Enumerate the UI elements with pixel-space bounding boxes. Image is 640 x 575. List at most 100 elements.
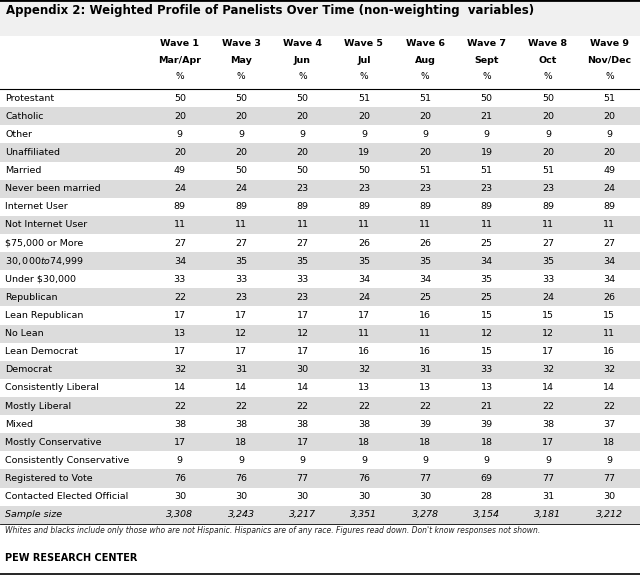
Text: 20: 20: [358, 112, 370, 121]
Text: 24: 24: [235, 184, 247, 193]
Text: 9: 9: [484, 456, 490, 465]
Text: 51: 51: [358, 94, 370, 103]
Text: 50: 50: [296, 166, 308, 175]
Bar: [0, 488, 640, 506]
Text: 51: 51: [481, 166, 493, 175]
Bar: [0, 0, 640, 36]
Text: 19: 19: [358, 148, 370, 157]
Text: 11: 11: [604, 220, 615, 229]
Text: 20: 20: [542, 148, 554, 157]
Text: 34: 34: [173, 256, 186, 266]
Text: 77: 77: [604, 474, 615, 483]
Text: Lean Republican: Lean Republican: [5, 311, 83, 320]
Text: Wave 8: Wave 8: [529, 39, 568, 48]
Text: 31: 31: [419, 365, 431, 374]
Text: 89: 89: [235, 202, 247, 212]
Text: 89: 89: [604, 202, 615, 212]
Text: 89: 89: [174, 202, 186, 212]
Text: %: %: [483, 72, 491, 81]
Text: 30: 30: [358, 492, 370, 501]
Text: 38: 38: [358, 420, 370, 429]
Text: 11: 11: [174, 220, 186, 229]
Text: 50: 50: [235, 166, 247, 175]
Text: 19: 19: [481, 148, 493, 157]
Text: 13: 13: [419, 384, 431, 393]
Text: 17: 17: [542, 347, 554, 356]
Bar: [0, 324, 640, 343]
Text: 49: 49: [604, 166, 615, 175]
Text: 9: 9: [177, 130, 183, 139]
Text: 20: 20: [604, 112, 615, 121]
Text: Sept: Sept: [474, 56, 499, 65]
Text: 16: 16: [419, 347, 431, 356]
Text: Contacted Elected Official: Contacted Elected Official: [5, 492, 129, 501]
Text: 35: 35: [358, 256, 370, 266]
Text: 22: 22: [604, 401, 615, 411]
Text: 22: 22: [419, 401, 431, 411]
Text: 38: 38: [235, 420, 247, 429]
Text: Mar/Apr: Mar/Apr: [158, 56, 202, 65]
Text: 9: 9: [484, 130, 490, 139]
Text: No Lean: No Lean: [5, 329, 44, 338]
Text: 9: 9: [361, 456, 367, 465]
Bar: [0, 107, 640, 125]
Text: 16: 16: [358, 347, 370, 356]
Text: 30: 30: [296, 365, 308, 374]
Text: Sample size: Sample size: [5, 510, 62, 519]
Text: 89: 89: [542, 202, 554, 212]
Text: 11: 11: [481, 220, 493, 229]
Text: 9: 9: [238, 456, 244, 465]
Text: 35: 35: [296, 256, 308, 266]
Text: 14: 14: [235, 384, 247, 393]
Text: 76: 76: [174, 474, 186, 483]
Text: $75,000 or More: $75,000 or More: [5, 239, 83, 248]
Text: 25: 25: [419, 293, 431, 302]
Bar: [0, 198, 640, 216]
Text: 17: 17: [235, 311, 247, 320]
Text: 32: 32: [542, 365, 554, 374]
Text: 22: 22: [542, 401, 554, 411]
Text: 9: 9: [606, 456, 612, 465]
Text: 39: 39: [419, 420, 431, 429]
Text: 13: 13: [358, 384, 370, 393]
Bar: [0, 216, 640, 234]
Text: 34: 34: [604, 256, 616, 266]
Text: 12: 12: [481, 329, 493, 338]
Text: 50: 50: [235, 94, 247, 103]
Text: 89: 89: [296, 202, 308, 212]
Text: Wave 5: Wave 5: [344, 39, 383, 48]
Text: 18: 18: [604, 438, 615, 447]
Text: 17: 17: [174, 438, 186, 447]
Text: 9: 9: [238, 130, 244, 139]
Text: 30: 30: [235, 492, 247, 501]
Text: 26: 26: [358, 239, 370, 248]
Text: Appendix 2: Weighted Profile of Panelists Over Time (non-weighting  variables): Appendix 2: Weighted Profile of Panelist…: [6, 3, 534, 17]
Bar: [0, 306, 640, 324]
Text: 24: 24: [174, 184, 186, 193]
Text: Under $30,000: Under $30,000: [5, 275, 76, 284]
Text: 50: 50: [481, 94, 493, 103]
Text: 17: 17: [358, 311, 370, 320]
Bar: [0, 506, 640, 524]
Text: 89: 89: [358, 202, 370, 212]
Text: 37: 37: [604, 420, 616, 429]
Text: 20: 20: [296, 148, 308, 157]
Text: 22: 22: [174, 293, 186, 302]
Text: 49: 49: [174, 166, 186, 175]
Text: 9: 9: [545, 130, 551, 139]
Text: 38: 38: [542, 420, 554, 429]
Text: %: %: [360, 72, 368, 81]
Text: 35: 35: [542, 256, 554, 266]
Text: 23: 23: [419, 184, 431, 193]
Text: 51: 51: [419, 166, 431, 175]
Text: 3,212: 3,212: [596, 510, 623, 519]
Text: 22: 22: [235, 401, 247, 411]
Text: 31: 31: [235, 365, 247, 374]
Text: 22: 22: [358, 401, 370, 411]
Text: 17: 17: [296, 311, 308, 320]
Text: 18: 18: [358, 438, 370, 447]
Text: 33: 33: [173, 275, 186, 284]
Text: 50: 50: [174, 94, 186, 103]
Text: 9: 9: [545, 456, 551, 465]
Text: 18: 18: [419, 438, 431, 447]
